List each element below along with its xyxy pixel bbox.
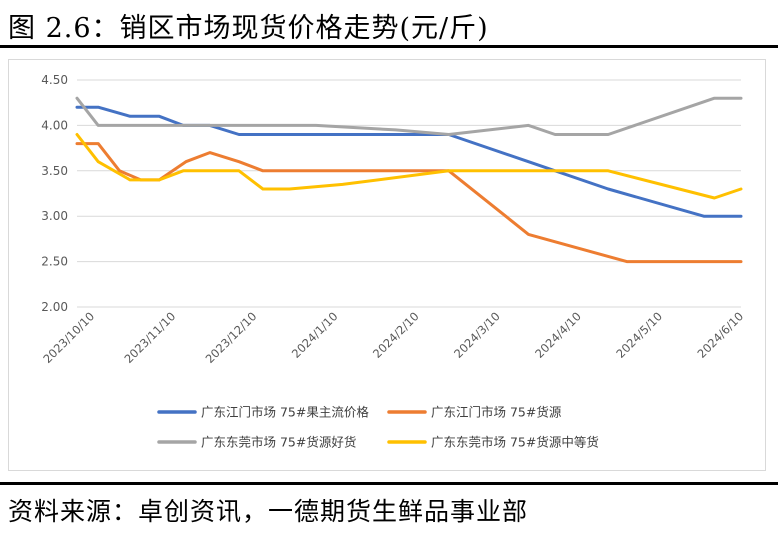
y-tick-label: 2.00: [41, 300, 68, 314]
legend-label-3: 广东东莞市场 75#货源好货: [201, 435, 356, 450]
x-tick-label: 2024/5/10: [613, 309, 665, 361]
y-tick-label: 3.50: [41, 164, 68, 178]
x-tick-label: 2024/3/10: [451, 309, 503, 361]
x-tick-label: 2023/10/10: [40, 309, 97, 366]
title-divider: [0, 45, 778, 48]
series-line-1: [75, 105, 743, 218]
legend-label-2: 广东江门市场 75#货源: [431, 405, 562, 420]
line-chart: 2.00 2.50 3.00 3.50 4.00 4.50 2023/10/10 2023/1…: [40, 73, 747, 450]
source-divider: [0, 482, 778, 485]
source-note: 资料来源：卓创资讯，一德期货生鲜品事业部: [8, 497, 529, 526]
x-tick-label: 2024/4/10: [532, 309, 584, 361]
y-tick-label: 4.50: [41, 73, 68, 87]
x-tick-label: 2024/6/10: [695, 309, 747, 361]
y-tick-label: 2.50: [41, 255, 68, 269]
y-tick-label: 3.00: [41, 209, 68, 223]
x-tick-label: 2023/12/10: [203, 309, 260, 366]
x-tick-label: 2024/1/10: [289, 309, 341, 361]
x-tick-label: 2023/11/10: [121, 309, 178, 366]
y-tick-label: 4.00: [41, 118, 68, 132]
x-tick-label: 2024/2/10: [370, 309, 422, 361]
legend-label-1: 广东江门市场 75#果主流价格: [201, 405, 369, 420]
legend-label-4: 广东东莞市场 75#货源中等货: [431, 435, 599, 450]
chart-frame: 2.00 2.50 3.00 3.50 4.00 4.50 2023/10/10 2023/1…: [8, 59, 766, 471]
figure-title: 图 2.6：销区市场现货价格走势(元/斤): [8, 13, 489, 44]
series-line-2: [75, 142, 743, 264]
series-line-3: [75, 96, 743, 136]
series-line-4: [75, 133, 743, 200]
